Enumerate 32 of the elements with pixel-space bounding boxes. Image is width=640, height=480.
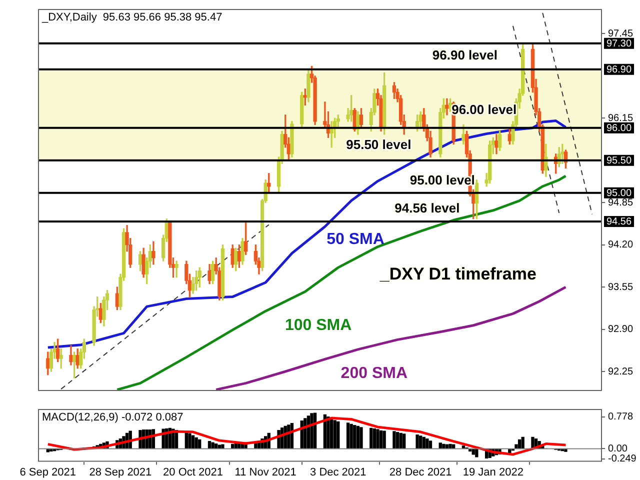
annotation: 95.50 level bbox=[346, 136, 412, 152]
ref-line-label: 94.56 bbox=[606, 216, 632, 228]
y-tick-label: 92.90 bbox=[608, 324, 634, 336]
x-tick-label: 28 Dec 2021 bbox=[389, 466, 452, 478]
chart-title: MACD(12,26,9) -0.072 0.087 bbox=[42, 412, 184, 424]
y-tick-label: 0.00 bbox=[608, 443, 628, 454]
y-tick-label: 0.778 bbox=[608, 412, 634, 423]
ref-line-label: 97.30 bbox=[606, 38, 632, 50]
ref-line-label: 95.50 bbox=[606, 156, 632, 167]
series-label: 100 SMA bbox=[284, 317, 352, 334]
x-tick-label: 3 Dec 2021 bbox=[310, 466, 366, 478]
annotation: _DXY D1 timeframe bbox=[378, 264, 536, 284]
x-tick-label: 6 Sep 2021 bbox=[20, 466, 76, 478]
ref-line-label: 96.90 bbox=[606, 64, 632, 76]
y-tick-label: 96.15 bbox=[608, 112, 634, 124]
x-tick-label: 19 Jan 2022 bbox=[462, 466, 524, 478]
y-tick-label: 93.55 bbox=[608, 282, 634, 293]
x-tick-label: 20 Oct 2021 bbox=[163, 466, 223, 478]
x-tick-label: 28 Sep 2021 bbox=[89, 466, 152, 478]
y-tick-label: -0.249 bbox=[608, 454, 637, 465]
y-tick-label: 97.45 bbox=[608, 28, 634, 40]
ref-line-label: 96.00 bbox=[606, 123, 632, 134]
y-tick-label: 92.25 bbox=[608, 366, 634, 378]
annotation: 96.90 level bbox=[432, 48, 498, 63]
annotation: 94.56 level bbox=[394, 200, 460, 216]
x-tick-label: 11 Nov 2021 bbox=[234, 466, 296, 478]
chart-title: _DXY,Daily 95.63 95.66 95.38 95.47 bbox=[41, 12, 222, 24]
ref-line-label: 95.00 bbox=[606, 188, 632, 200]
series-label: 50 SMA bbox=[326, 230, 385, 248]
series-label: 200 SMA bbox=[340, 365, 408, 382]
y-tick-label: 94.20 bbox=[608, 240, 634, 251]
y-tick-label: 94.85 bbox=[608, 197, 634, 208]
